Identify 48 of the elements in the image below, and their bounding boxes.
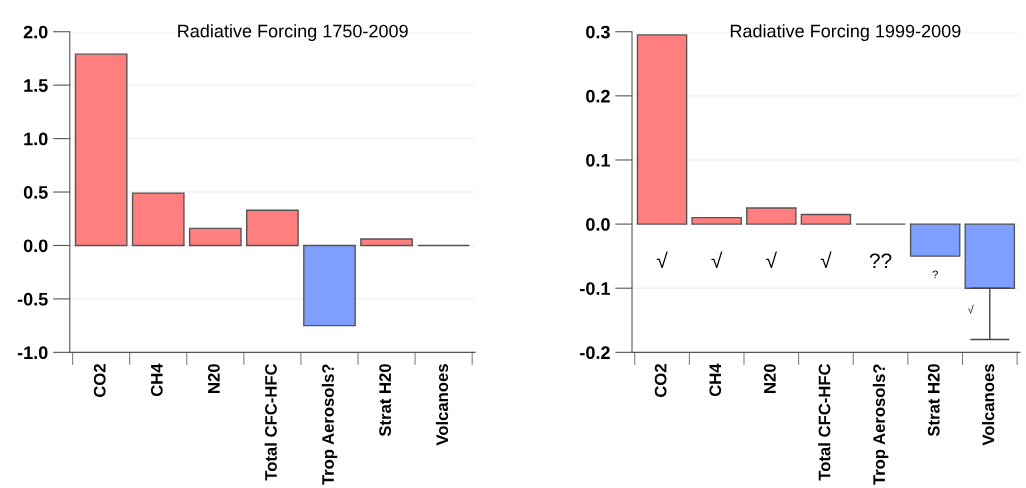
bar <box>360 238 413 247</box>
bar <box>74 53 128 247</box>
x-tick-label: CH4 <box>709 363 722 397</box>
y-tick-label: -0.1 <box>580 282 610 295</box>
x-tick-label: CO2 <box>654 364 667 398</box>
bar <box>691 216 742 225</box>
annotation: √ <box>711 251 723 269</box>
x-tick-label: Strat H20 <box>927 364 940 437</box>
x-tick-label: Total CFC-HFC <box>264 363 277 481</box>
x-tick-label: N20 <box>763 364 776 393</box>
y-tick-label: 0.2 <box>586 89 610 103</box>
y-tick-label: 1.0 <box>24 132 48 146</box>
y-tick-label: 2.0 <box>23 25 48 39</box>
bar <box>909 223 961 257</box>
y-tick-label: 0.3 <box>586 25 610 39</box>
bar <box>636 34 688 225</box>
bar <box>131 192 185 247</box>
bar <box>303 244 356 327</box>
chart-title: Radiative Forcing 1750-2009 <box>178 24 408 42</box>
bar <box>964 223 1016 289</box>
y-tick-label: 0.0 <box>23 239 48 253</box>
y-tick-label: 0.5 <box>23 185 48 199</box>
annotation: √ <box>820 251 832 269</box>
y-tick-label: 0.1 <box>586 153 610 167</box>
annotation: ?? <box>869 253 892 268</box>
x-tick-label: Volcanoes <box>435 364 449 446</box>
y-tick-label: -1.0 <box>17 346 48 360</box>
x-tick-label: Total CFC-HFC <box>818 363 831 481</box>
bar <box>800 213 852 225</box>
x-tick-label: Strat H20 <box>379 364 392 437</box>
annotation: √ <box>766 251 777 269</box>
y-tick-label: -0.2 <box>580 346 610 360</box>
annotation: ? <box>932 270 938 279</box>
y-tick-label: -0.5 <box>17 292 48 306</box>
chart-title: Radiative Forcing 1999-2009 <box>730 24 961 42</box>
annotation: √ <box>967 304 974 314</box>
annotation: √ <box>656 251 668 269</box>
bar <box>746 207 797 225</box>
y-tick-label: 0.0 <box>586 218 610 231</box>
x-tick-label: CO2 <box>93 364 106 398</box>
y-tick-label: 1.5 <box>24 79 48 92</box>
bar <box>246 209 299 247</box>
x-tick-label: Trop Aerosols? <box>321 364 338 485</box>
x-tick-label: N20 <box>207 364 220 393</box>
x-tick-label: Volcanoes <box>982 364 995 446</box>
x-tick-label: Trop Aerosols? <box>872 364 889 485</box>
x-tick-label: CH4 <box>150 363 163 397</box>
bar <box>188 227 242 247</box>
